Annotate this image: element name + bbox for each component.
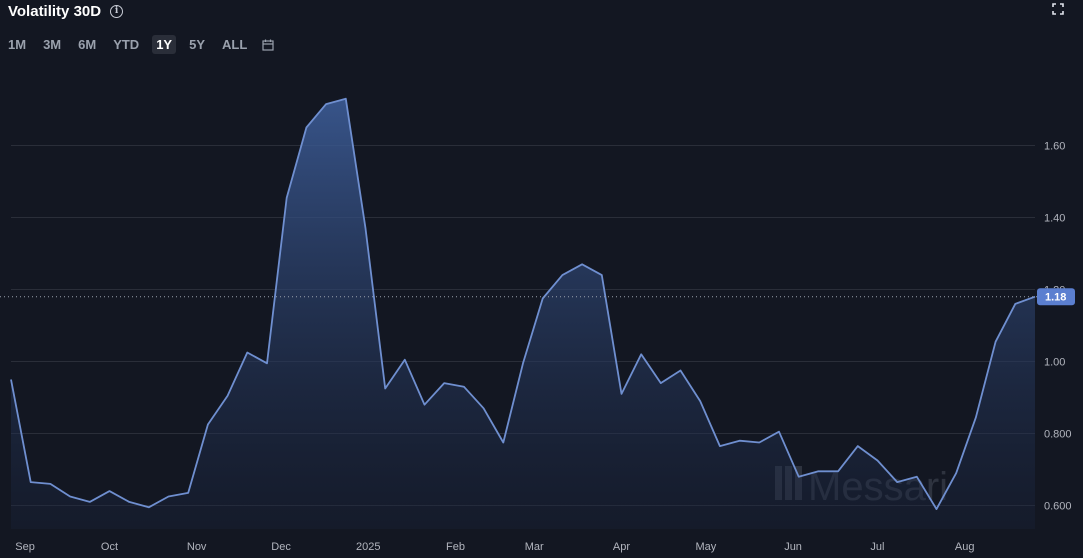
- last-value-badge: 1.18: [1037, 288, 1075, 306]
- info-circle-icon[interactable]: i: [110, 5, 124, 18]
- expand-icon[interactable]: [1052, 3, 1064, 15]
- range-button-all[interactable]: ALL: [222, 37, 248, 52]
- x-tick-label: Dec: [271, 541, 291, 553]
- x-tick-label: Mar: [525, 541, 544, 553]
- x-tick-label: Apr: [613, 541, 630, 553]
- range-button-ytd[interactable]: YTD: [113, 37, 140, 52]
- range-button-6m[interactable]: 6M: [78, 37, 97, 52]
- y-tick-label: 0.800: [1044, 429, 1072, 441]
- x-tick-label: Sep: [15, 541, 35, 553]
- y-tick-label: 1.00: [1044, 357, 1065, 369]
- x-tick-label: Feb: [446, 541, 465, 553]
- x-tick-label: May: [695, 541, 716, 553]
- y-tick-label: 1.40: [1044, 213, 1065, 225]
- area-fill: [11, 98, 1035, 529]
- x-tick-label: Nov: [187, 541, 207, 553]
- chart-header: Volatility 30D i: [8, 3, 124, 20]
- calendar-icon[interactable]: [262, 39, 274, 51]
- x-tick-label: Jul: [870, 541, 884, 553]
- x-tick-label: 2025: [356, 541, 380, 553]
- series-line: [10, 97, 1036, 510]
- range-button-1y[interactable]: 1Y: [152, 35, 177, 54]
- x-axis: Sep Oct Nov Dec 2025 Feb Mar Apr May Jun Jul Aug: [15, 541, 974, 553]
- range-button-5y[interactable]: 5Y: [189, 37, 205, 52]
- x-tick-label: Oct: [101, 541, 118, 553]
- y-tick-label: 1.60: [1044, 141, 1065, 153]
- range-button-3m[interactable]: 3M: [43, 37, 62, 52]
- chart-title: Volatility 30D: [8, 3, 102, 20]
- time-range-selector: 1M 3M 6M YTD 1Y 5Y ALL: [4, 35, 274, 54]
- y-tick-label: 0.600: [1044, 501, 1072, 513]
- range-button-1m[interactable]: 1M: [8, 37, 27, 52]
- x-tick-label: Aug: [955, 541, 975, 553]
- x-tick-label: Jun: [784, 541, 802, 553]
- last-value-label: 1.18: [1045, 292, 1066, 304]
